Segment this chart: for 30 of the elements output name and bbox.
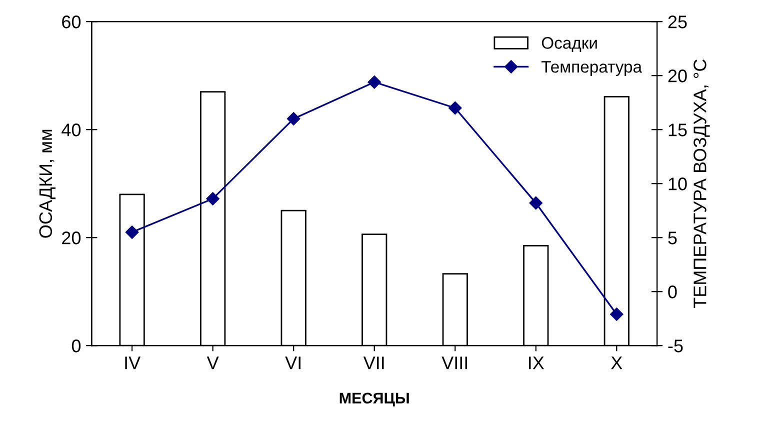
y-tick-label: 0	[72, 340, 81, 352]
point	[287, 112, 300, 126]
point	[125, 226, 139, 239]
y-tick-label: 60	[62, 16, 81, 28]
y2-tick-label: 25	[668, 16, 687, 28]
legend-label: Температура	[541, 61, 642, 76]
x-axis-title: МЕСЯЦЫ	[340, 392, 409, 406]
y2-tick-label: -5	[668, 340, 683, 352]
y2-tick-label: 20	[668, 70, 687, 82]
y2-tick-label: 0	[668, 286, 677, 298]
legend-label: Осадки	[542, 37, 597, 52]
point	[368, 75, 381, 89]
x-tick-label: X	[611, 356, 622, 370]
x-tick-label: VII	[363, 356, 384, 370]
x-tick-label: VI	[285, 356, 300, 370]
point	[206, 192, 220, 206]
point	[610, 308, 624, 321]
y2-tick-label: 5	[668, 232, 677, 244]
point	[529, 196, 542, 210]
y2-tick-label: 15	[668, 124, 687, 136]
point	[448, 101, 462, 115]
x-tick-label: IV	[125, 356, 141, 370]
x-tick-label: IX	[529, 356, 544, 370]
y-axis-title: ОСАДКИ, мм	[39, 130, 56, 238]
y-tick-label: 20	[62, 232, 81, 244]
y-tick-label: 40	[62, 124, 81, 136]
y2-axis-title: ТЕМПЕРАТУРА ВОЗДУХА, °С	[694, 59, 710, 308]
x-tick-label: V	[206, 356, 219, 370]
y2-tick-label: 10	[668, 178, 687, 190]
x-tick-label: VIII	[442, 356, 468, 370]
